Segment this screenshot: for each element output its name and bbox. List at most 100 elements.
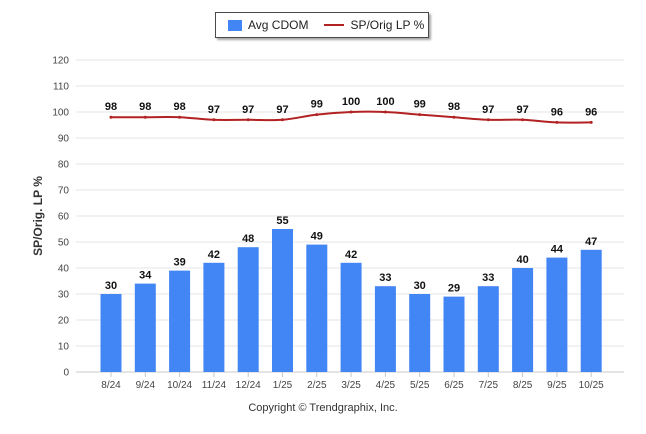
bar-value-label-10/25: 47	[585, 236, 597, 248]
x-tick-label-9/25: 9/25	[547, 380, 567, 391]
bar-7/25	[477, 286, 499, 372]
bar-9/24	[134, 283, 156, 372]
bar-10/25	[580, 249, 602, 372]
x-tick-label-6/25: 6/25	[444, 380, 464, 391]
line-point-8/24	[109, 115, 113, 119]
x-tick-label-8/24: 8/24	[101, 380, 121, 391]
x-tick-label-2/25: 2/25	[307, 380, 327, 391]
line-value-label-6/25: 98	[448, 101, 460, 113]
bar-value-label-7/25: 33	[482, 272, 494, 284]
bar-5/25	[409, 294, 431, 372]
bar-series-avg-cdom	[100, 229, 602, 372]
bar-value-label-10/24: 39	[173, 257, 185, 269]
x-tick-label-10/24: 10/24	[167, 380, 192, 391]
line-value-label-9/24: 98	[139, 101, 151, 113]
legend-line-swatch	[324, 24, 345, 26]
x-tick-label-5/25: 5/25	[410, 380, 430, 391]
bar-value-label-9/24: 34	[139, 270, 152, 282]
x-tick-label-1/25: 1/25	[273, 380, 293, 391]
bar-8/24	[100, 294, 122, 372]
line-point-9/25	[555, 120, 559, 124]
y-tick-label-20: 20	[58, 316, 70, 327]
legend-bar-swatch	[228, 19, 242, 31]
bar-12/24	[237, 247, 259, 372]
bar-9/25	[546, 257, 568, 372]
y-tick-label-10: 10	[58, 342, 70, 353]
x-axis-ticks: 8/24 9/24 10/24 11/24 12/24 1/25 2/25 3/25 4/25 5…	[101, 372, 604, 391]
bar-value-label-9/25: 44	[551, 244, 564, 256]
bar-2/25	[306, 244, 328, 372]
x-tick-label-11/24: 11/24	[202, 380, 227, 391]
bar-value-label-11/24: 42	[208, 249, 220, 261]
y-tick-label-30: 30	[58, 290, 70, 301]
y-tick-label-120: 120	[52, 56, 69, 67]
line-point-11/24	[212, 118, 216, 122]
line-value-label-3/25: 100	[342, 96, 360, 108]
line-value-label-10/25: 96	[585, 106, 597, 118]
line-value-label-2/25: 99	[311, 99, 323, 111]
x-tick-label-7/25: 7/25	[479, 380, 499, 391]
bar-1/25	[272, 229, 293, 372]
line-point-3/25	[349, 110, 353, 114]
line-value-label-8/24: 98	[105, 101, 117, 113]
bar-data-labels: 30 34 39 42 48 55 49 42 33 30 29 33 40 44 47	[105, 215, 597, 295]
bar-value-label-3/25: 42	[345, 249, 357, 261]
y-tick-label-50: 50	[58, 238, 70, 249]
bar-value-label-4/25: 33	[379, 272, 391, 284]
line-point-8/25	[521, 118, 525, 122]
legend-item-avg-cdom[interactable]: Avg CDOM	[216, 18, 308, 32]
x-tick-label-12/24: 12/24	[236, 380, 261, 391]
line-point-10/25	[589, 120, 593, 124]
y-tick-label-60: 60	[58, 212, 70, 223]
legend-label-sp-orig-lp: SP/Orig LP %	[350, 18, 425, 32]
x-tick-label-10/25: 10/25	[579, 380, 604, 391]
line-point-12/24	[246, 118, 250, 122]
x-tick-label-9/24: 9/24	[136, 380, 156, 391]
bar-value-label-2/25: 49	[311, 231, 323, 243]
line-data-labels: 98 98 98 97 97 97 99 100 100 99 98 97 97 96 96	[105, 96, 597, 118]
line-point-4/25	[383, 110, 387, 114]
line-value-label-1/25: 97	[276, 104, 288, 116]
bar-8/25	[512, 268, 534, 372]
x-tick-label-8/25: 8/25	[513, 380, 533, 391]
line-point-1/25	[281, 118, 284, 122]
bar-6/25	[443, 296, 465, 372]
bar-value-label-6/25: 29	[448, 283, 460, 295]
bar-value-label-1/25: 55	[276, 215, 288, 227]
bar-11/24	[203, 262, 225, 372]
bar-value-label-12/24: 48	[242, 233, 254, 245]
y-tick-label-90: 90	[58, 134, 70, 145]
y-tick-label-80: 80	[58, 160, 70, 171]
x-tick-label-4/25: 4/25	[376, 380, 396, 391]
y-axis-ticks: 0 10 20 30 40 50 60 70 80 90 100 110 120	[52, 56, 69, 379]
legend-item-sp-orig-lp[interactable]: SP/Orig LP %	[308, 18, 424, 32]
legend-label-avg-cdom: Avg CDOM	[248, 18, 309, 32]
y-axis-title: SP/Orig. LP %	[31, 176, 45, 256]
chart-legend: Avg CDOM SP/Orig LP %	[215, 12, 429, 38]
line-value-label-12/24: 97	[242, 104, 254, 116]
y-tick-label-40: 40	[58, 264, 70, 275]
line-value-label-10/24: 98	[173, 101, 185, 113]
bar-10/24	[169, 270, 191, 372]
bar-value-label-8/25: 40	[516, 254, 528, 266]
line-value-label-5/25: 99	[414, 99, 426, 111]
bar-value-label-8/24: 30	[105, 280, 117, 292]
line-value-label-9/25: 96	[551, 106, 563, 118]
y-tick-label-0: 0	[63, 368, 69, 379]
line-point-2/25	[315, 113, 319, 117]
line-point-10/24	[178, 115, 182, 119]
line-value-label-8/25: 97	[516, 104, 528, 116]
line-value-label-4/25: 100	[376, 96, 394, 108]
line-series-sp-orig-lp	[109, 110, 593, 124]
bar-4/25	[374, 286, 396, 372]
y-tick-label-100: 100	[52, 108, 69, 119]
copyright-text: Copyright © Trendgraphix, Inc.	[248, 402, 398, 414]
y-tick-label-70: 70	[58, 186, 70, 197]
line-point-5/25	[418, 113, 422, 117]
bar-value-label-5/25: 30	[414, 280, 426, 292]
line-point-9/24	[143, 115, 147, 119]
line-value-label-11/24: 97	[208, 104, 220, 116]
x-tick-label-3/25: 3/25	[341, 380, 361, 391]
line-value-label-7/25: 97	[482, 104, 494, 116]
